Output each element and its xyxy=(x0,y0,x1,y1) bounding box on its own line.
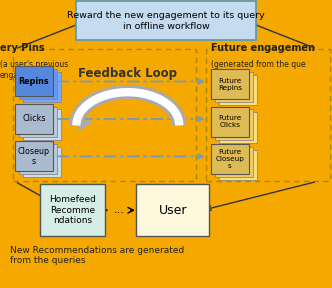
Text: (generated from the que
pins): (generated from the que pins) xyxy=(211,60,305,80)
FancyBboxPatch shape xyxy=(76,1,256,40)
Text: ery Pins: ery Pins xyxy=(0,43,44,52)
FancyBboxPatch shape xyxy=(211,107,249,137)
Text: Feedback Loop: Feedback Loop xyxy=(78,67,177,80)
FancyBboxPatch shape xyxy=(15,104,53,134)
FancyBboxPatch shape xyxy=(219,150,257,180)
Text: Future
Clicks: Future Clicks xyxy=(218,115,242,128)
Text: Closeup
s: Closeup s xyxy=(18,147,50,166)
FancyBboxPatch shape xyxy=(23,109,61,140)
FancyBboxPatch shape xyxy=(215,147,253,177)
FancyBboxPatch shape xyxy=(15,66,53,96)
FancyBboxPatch shape xyxy=(19,107,57,137)
Text: Future
Repins: Future Repins xyxy=(218,78,242,91)
Text: New Recommendations are generated
from the queries: New Recommendations are generated from t… xyxy=(10,246,184,265)
FancyBboxPatch shape xyxy=(219,75,257,105)
FancyBboxPatch shape xyxy=(15,141,53,171)
Text: Reward the new engagement to its query
in offline workflow: Reward the new engagement to its query i… xyxy=(67,11,265,31)
Text: (a user's previous
engagements): (a user's previous engagements) xyxy=(0,60,68,80)
FancyBboxPatch shape xyxy=(211,144,249,174)
Text: ...: ... xyxy=(114,205,125,215)
FancyBboxPatch shape xyxy=(215,72,253,102)
FancyBboxPatch shape xyxy=(23,72,61,102)
Text: Future
Closeup
s: Future Closeup s xyxy=(215,149,244,169)
FancyBboxPatch shape xyxy=(211,69,249,99)
FancyBboxPatch shape xyxy=(136,184,209,236)
FancyBboxPatch shape xyxy=(219,112,257,143)
Text: Clicks: Clicks xyxy=(22,114,46,123)
FancyBboxPatch shape xyxy=(40,184,105,236)
FancyBboxPatch shape xyxy=(19,144,57,174)
Text: Future engagemen: Future engagemen xyxy=(211,43,315,52)
FancyBboxPatch shape xyxy=(19,69,57,99)
FancyBboxPatch shape xyxy=(23,147,61,177)
Text: User: User xyxy=(158,204,187,217)
FancyBboxPatch shape xyxy=(215,109,253,140)
Text: Homefeed
Recomme
ndations: Homefeed Recomme ndations xyxy=(49,195,96,225)
Text: Repins: Repins xyxy=(19,77,49,86)
